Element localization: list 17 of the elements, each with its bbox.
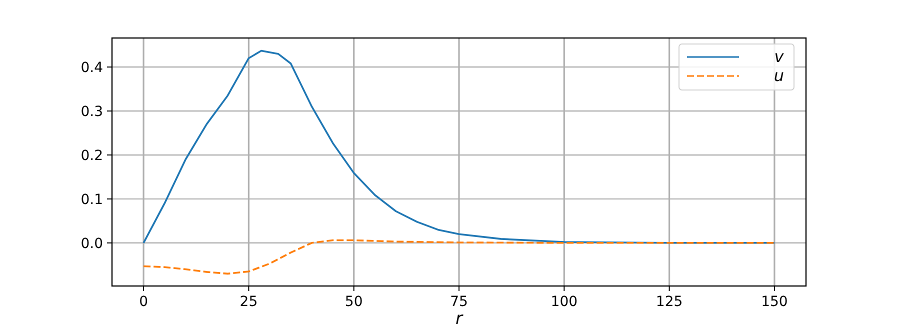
legend-label: v [774, 47, 784, 66]
x-tick-label: 125 [656, 294, 683, 310]
y-tick-label: 0.3 [80, 104, 103, 120]
x-tick-label: 25 [240, 294, 258, 310]
line-series [142, 239, 776, 275]
line-series [142, 50, 776, 244]
y-tick-label: 0.1 [80, 192, 103, 208]
x-axis-title: r [456, 309, 464, 327]
x-tick-label: 0 [139, 294, 148, 310]
y-tick-label: 0.4 [80, 60, 104, 76]
x-tick-label: 75 [450, 294, 468, 310]
legend-label: u [774, 66, 784, 85]
x-tick-label: 100 [550, 294, 578, 310]
x-tick-label: 150 [761, 294, 788, 310]
x-tick-label: 50 [344, 294, 363, 310]
y-tick-label: 0.2 [80, 148, 103, 164]
y-tick-label: 0.0 [80, 236, 103, 252]
